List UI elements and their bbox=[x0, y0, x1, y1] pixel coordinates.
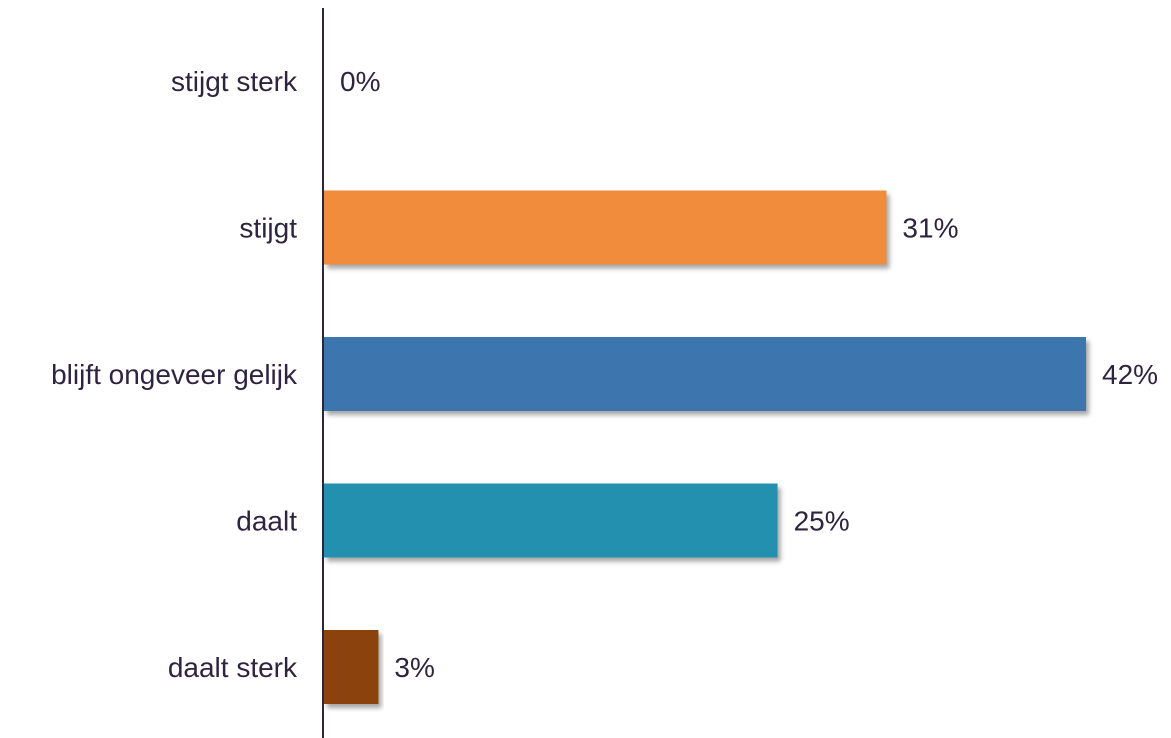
category-label-daalt: daalt bbox=[236, 506, 297, 537]
bar-daalt-sterk bbox=[324, 630, 379, 704]
value-label-stijgt-sterk: 0% bbox=[340, 66, 380, 97]
bars-group bbox=[324, 190, 1086, 704]
value-label-stijgt: 31% bbox=[902, 213, 958, 244]
bar-stijgt bbox=[324, 190, 887, 265]
labels-group: stijgt sterk 0% stijgt 31% blijft ongeveer g… bbox=[51, 66, 1158, 683]
value-label-daalt-sterk: 3% bbox=[394, 652, 434, 683]
value-label-blijft-ongeveer-gelijk: 42% bbox=[1102, 359, 1158, 390]
category-label-blijft-ongeveer-gelijk: blijft ongeveer gelijk bbox=[51, 359, 298, 390]
category-label-daalt-sterk: daalt sterk bbox=[168, 652, 298, 683]
value-label-daalt: 25% bbox=[794, 506, 850, 537]
category-label-stijgt: stijgt bbox=[239, 213, 297, 244]
bar-blijft-ongeveer-gelijk bbox=[324, 337, 1086, 411]
category-label-stijgt-sterk: stijgt sterk bbox=[171, 66, 298, 97]
bar-daalt bbox=[324, 483, 778, 558]
